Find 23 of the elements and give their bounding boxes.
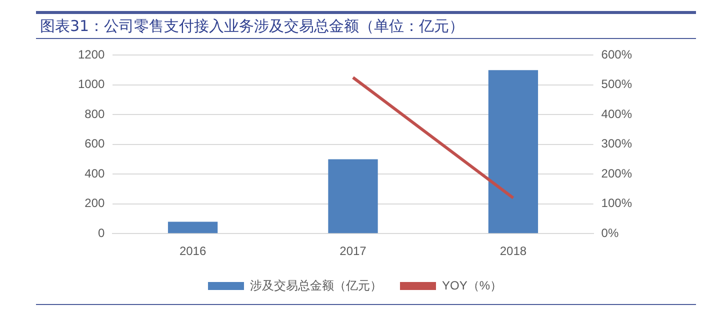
y-tick-label: 1200 <box>78 48 106 62</box>
y2-tick-label: 100% <box>601 196 632 210</box>
y-tick-label: 0 <box>98 226 106 240</box>
y-tick-label: 800 <box>84 106 106 121</box>
legend-label: YOY（%） <box>442 278 502 292</box>
y2-tick-label: 200% <box>601 166 632 180</box>
y-tick-label: 600 <box>84 136 106 151</box>
bar <box>488 70 538 234</box>
y2-tick-label: 300% <box>601 136 632 151</box>
x-tick-label: 2017 <box>340 244 367 258</box>
y-tick-label: 400 <box>84 166 106 180</box>
y2-tick-label: 500% <box>601 77 632 92</box>
x-tick-label: 2018 <box>500 244 527 258</box>
bar <box>328 159 378 234</box>
chart-title: 图表31：公司零售支付接入业务涉及交易总金额（单位：亿元） <box>36 11 696 39</box>
y2-tick-label: 0% <box>601 226 619 240</box>
y-tick-label: 1000 <box>78 77 106 92</box>
x-tick-label: 2016 <box>179 244 206 258</box>
y-tick-label: 200 <box>84 196 106 210</box>
y2-tick-label: 400% <box>601 106 632 121</box>
legend-label: 涉及交易总金额（亿元） <box>250 278 382 292</box>
bar <box>168 222 218 234</box>
y2-tick-label: 600% <box>601 48 632 62</box>
